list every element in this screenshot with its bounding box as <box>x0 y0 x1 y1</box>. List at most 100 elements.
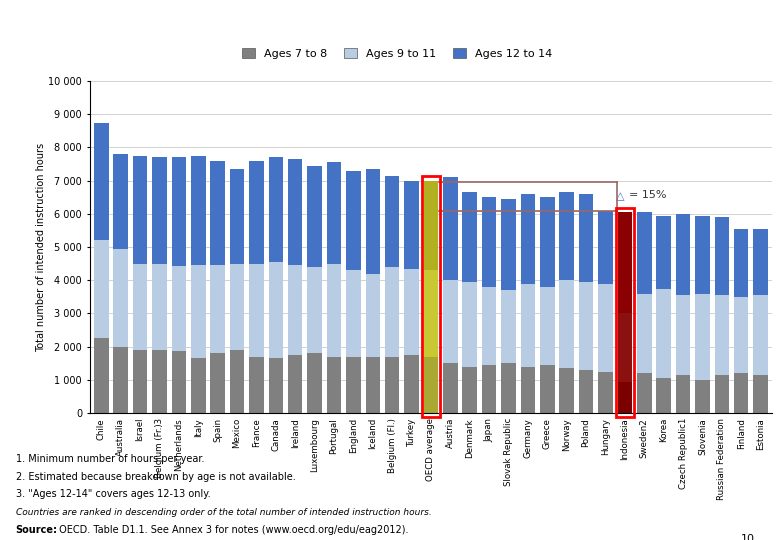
Bar <box>404 355 419 413</box>
Bar <box>540 197 555 287</box>
Bar <box>579 282 594 370</box>
Bar <box>734 373 749 413</box>
Text: 2. Estimated because breakdown by age is not available.: 2. Estimated because breakdown by age is… <box>16 471 296 482</box>
Bar <box>422 177 440 417</box>
Bar <box>230 169 244 264</box>
Bar <box>385 267 399 356</box>
Bar <box>618 212 632 313</box>
Text: Total number of intended instruction hours in public institutions between: Total number of intended instruction hou… <box>56 20 724 35</box>
Bar <box>172 157 186 266</box>
Text: 10: 10 <box>741 534 755 540</box>
Bar <box>424 271 438 356</box>
Bar <box>172 351 186 413</box>
Bar <box>559 280 574 368</box>
Bar <box>502 290 516 363</box>
Bar <box>211 353 225 413</box>
Bar <box>753 295 768 375</box>
Bar <box>502 199 516 290</box>
Bar <box>113 154 128 249</box>
Bar <box>637 212 651 294</box>
Bar <box>268 262 283 359</box>
Bar <box>463 367 477 413</box>
Bar <box>734 229 749 297</box>
Text: = 15%: = 15% <box>629 191 666 200</box>
Bar <box>753 229 768 295</box>
Bar <box>714 375 729 413</box>
Bar <box>637 294 651 373</box>
Bar <box>656 215 671 288</box>
Bar <box>230 264 244 350</box>
Bar <box>288 159 303 265</box>
Text: Source:: Source: <box>16 525 58 535</box>
Bar <box>540 287 555 365</box>
Bar <box>249 356 264 413</box>
Bar <box>268 359 283 413</box>
Bar <box>366 169 380 274</box>
Bar <box>249 161 264 264</box>
Bar <box>502 363 516 413</box>
Bar <box>618 382 632 413</box>
Bar <box>443 280 458 363</box>
Bar <box>463 282 477 367</box>
Bar <box>113 347 128 413</box>
Bar <box>249 264 264 356</box>
Bar <box>579 370 594 413</box>
Bar <box>385 176 399 267</box>
Bar <box>230 350 244 413</box>
Bar <box>734 297 749 373</box>
Bar <box>346 171 360 271</box>
Bar <box>113 249 128 347</box>
Bar <box>94 123 108 240</box>
Bar <box>152 264 167 350</box>
Bar <box>404 180 419 268</box>
Bar <box>482 197 496 287</box>
Bar <box>307 353 322 413</box>
Text: OECD. Table D1.1. See Annex 3 for notes (www.oecd.org/edu/eag2012).: OECD. Table D1.1. See Annex 3 for notes … <box>56 525 409 535</box>
Bar <box>598 211 613 284</box>
Bar <box>598 284 613 372</box>
Bar <box>327 163 342 264</box>
Bar <box>616 208 633 417</box>
Bar <box>443 363 458 413</box>
Bar <box>714 295 729 375</box>
Bar <box>288 265 303 355</box>
Bar <box>404 268 419 355</box>
Bar <box>482 287 496 365</box>
Bar <box>579 194 594 282</box>
Bar <box>385 356 399 413</box>
Y-axis label: Total number of intended instruction hours: Total number of intended instruction hou… <box>36 143 45 352</box>
Bar <box>133 156 147 264</box>
Bar <box>133 350 147 413</box>
Bar <box>268 157 283 262</box>
Bar <box>327 264 342 356</box>
Bar <box>753 375 768 413</box>
Text: 1. Minimum number of hours per year.: 1. Minimum number of hours per year. <box>16 454 204 464</box>
Bar <box>191 156 206 265</box>
Bar <box>133 264 147 350</box>
Bar <box>191 265 206 359</box>
Bar <box>443 177 458 280</box>
Bar <box>637 373 651 413</box>
Bar <box>307 166 322 267</box>
Bar <box>598 372 613 413</box>
Bar <box>714 217 729 295</box>
Bar <box>211 265 225 353</box>
Bar <box>424 356 438 413</box>
Bar <box>675 295 690 375</box>
Bar <box>675 214 690 295</box>
Bar <box>520 194 535 284</box>
Bar <box>482 365 496 413</box>
Text: the ages of 7 and 14: the ages of 7 and 14 <box>297 55 483 70</box>
Bar <box>346 356 360 413</box>
Bar <box>520 367 535 413</box>
Bar <box>463 192 477 282</box>
Bar <box>211 161 225 265</box>
Text: Countries are ranked in descending order of the total number of intended instruc: Countries are ranked in descending order… <box>16 508 431 517</box>
Bar <box>559 368 574 413</box>
Bar <box>540 365 555 413</box>
Bar <box>172 266 186 351</box>
Bar <box>618 313 632 382</box>
Bar <box>520 284 535 367</box>
Bar <box>695 380 710 413</box>
Bar <box>288 355 303 413</box>
